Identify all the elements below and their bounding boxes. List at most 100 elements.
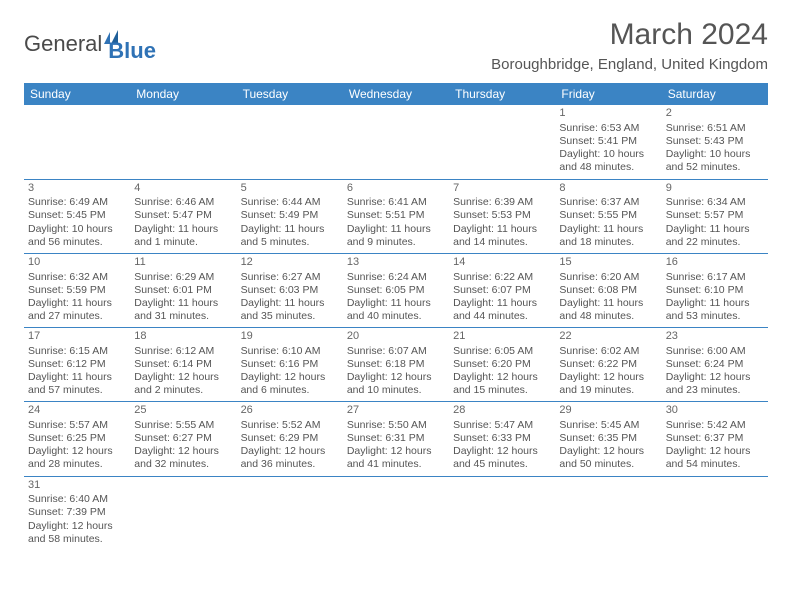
- sunset-text: Sunset: 6:05 PM: [347, 284, 445, 297]
- sunset-text: Sunset: 6:22 PM: [559, 358, 657, 371]
- sunrise-text: Sunrise: 6:39 AM: [453, 196, 551, 209]
- daylight1-text: Daylight: 12 hours: [347, 445, 445, 458]
- sunrise-text: Sunrise: 6:10 AM: [241, 345, 339, 358]
- calendar-cell: 2Sunrise: 6:51 AMSunset: 5:43 PMDaylight…: [662, 105, 768, 179]
- sunrise-text: Sunrise: 6:44 AM: [241, 196, 339, 209]
- daylight2-text: and 58 minutes.: [28, 533, 126, 546]
- sunset-text: Sunset: 6:18 PM: [347, 358, 445, 371]
- calendar-cell: 4Sunrise: 6:46 AMSunset: 5:47 PMDaylight…: [130, 179, 236, 253]
- daylight2-text: and 9 minutes.: [347, 236, 445, 249]
- calendar-cell: 3Sunrise: 6:49 AMSunset: 5:45 PMDaylight…: [24, 179, 130, 253]
- weekday-row: Sunday Monday Tuesday Wednesday Thursday…: [24, 83, 768, 105]
- daylight2-text: and 48 minutes.: [559, 310, 657, 323]
- calendar-cell: 9Sunrise: 6:34 AMSunset: 5:57 PMDaylight…: [662, 179, 768, 253]
- sunset-text: Sunset: 6:03 PM: [241, 284, 339, 297]
- daylight2-text: and 22 minutes.: [666, 236, 764, 249]
- weekday-header: Monday: [130, 83, 236, 105]
- calendar-cell: [555, 476, 661, 550]
- calendar-cell: 8Sunrise: 6:37 AMSunset: 5:55 PMDaylight…: [555, 179, 661, 253]
- daylight1-text: Daylight: 12 hours: [28, 445, 126, 458]
- calendar-cell: 28Sunrise: 5:47 AMSunset: 6:33 PMDayligh…: [449, 402, 555, 476]
- calendar-cell: [130, 105, 236, 179]
- daylight1-text: Daylight: 12 hours: [453, 371, 551, 384]
- sunset-text: Sunset: 6:07 PM: [453, 284, 551, 297]
- day-number: 30: [666, 404, 764, 418]
- daylight1-text: Daylight: 12 hours: [134, 445, 232, 458]
- daylight2-text: and 35 minutes.: [241, 310, 339, 323]
- calendar-cell: [662, 476, 768, 550]
- sunset-text: Sunset: 5:55 PM: [559, 209, 657, 222]
- sunrise-text: Sunrise: 6:46 AM: [134, 196, 232, 209]
- calendar-table: Sunday Monday Tuesday Wednesday Thursday…: [24, 83, 768, 550]
- daylight1-text: Daylight: 11 hours: [453, 223, 551, 236]
- sunrise-text: Sunrise: 6:24 AM: [347, 271, 445, 284]
- calendar-cell: [343, 476, 449, 550]
- sunrise-text: Sunrise: 6:34 AM: [666, 196, 764, 209]
- sunset-text: Sunset: 6:16 PM: [241, 358, 339, 371]
- sunrise-text: Sunrise: 6:27 AM: [241, 271, 339, 284]
- daylight2-text: and 6 minutes.: [241, 384, 339, 397]
- daylight2-text: and 44 minutes.: [453, 310, 551, 323]
- calendar-cell: 22Sunrise: 6:02 AMSunset: 6:22 PMDayligh…: [555, 328, 661, 402]
- sunset-text: Sunset: 5:59 PM: [28, 284, 126, 297]
- daylight1-text: Daylight: 11 hours: [347, 223, 445, 236]
- daylight2-text: and 18 minutes.: [559, 236, 657, 249]
- sunset-text: Sunset: 6:31 PM: [347, 432, 445, 445]
- calendar-cell: 31Sunrise: 6:40 AMSunset: 7:39 PMDayligh…: [24, 476, 130, 550]
- logo-text-2: Blue: [108, 38, 156, 64]
- daylight2-text: and 45 minutes.: [453, 458, 551, 471]
- daylight1-text: Daylight: 12 hours: [666, 371, 764, 384]
- sunset-text: Sunset: 6:27 PM: [134, 432, 232, 445]
- calendar-cell: [343, 105, 449, 179]
- daylight2-text: and 10 minutes.: [347, 384, 445, 397]
- daylight2-text: and 28 minutes.: [28, 458, 126, 471]
- day-number: 6: [347, 182, 445, 196]
- day-number: 21: [453, 330, 551, 344]
- calendar-cell: 15Sunrise: 6:20 AMSunset: 6:08 PMDayligh…: [555, 253, 661, 327]
- sunrise-text: Sunrise: 6:17 AM: [666, 271, 764, 284]
- sunset-text: Sunset: 6:01 PM: [134, 284, 232, 297]
- day-number: 4: [134, 182, 232, 196]
- sunrise-text: Sunrise: 5:55 AM: [134, 419, 232, 432]
- sunset-text: Sunset: 6:10 PM: [666, 284, 764, 297]
- day-number: 15: [559, 256, 657, 270]
- header: General Blue March 2024 Boroughbridge, E…: [24, 18, 768, 73]
- daylight1-text: Daylight: 12 hours: [134, 371, 232, 384]
- daylight1-text: Daylight: 10 hours: [559, 148, 657, 161]
- sunrise-text: Sunrise: 6:05 AM: [453, 345, 551, 358]
- day-number: 31: [28, 479, 126, 493]
- calendar-cell: [24, 105, 130, 179]
- daylight1-text: Daylight: 11 hours: [28, 371, 126, 384]
- sunset-text: Sunset: 6:14 PM: [134, 358, 232, 371]
- daylight1-text: Daylight: 11 hours: [559, 297, 657, 310]
- page-title: March 2024: [491, 18, 768, 52]
- daylight1-text: Daylight: 11 hours: [666, 297, 764, 310]
- sunrise-text: Sunrise: 6:22 AM: [453, 271, 551, 284]
- sunset-text: Sunset: 5:57 PM: [666, 209, 764, 222]
- daylight1-text: Daylight: 11 hours: [241, 297, 339, 310]
- sunrise-text: Sunrise: 6:49 AM: [28, 196, 126, 209]
- day-number: 12: [241, 256, 339, 270]
- daylight2-text: and 2 minutes.: [134, 384, 232, 397]
- sunrise-text: Sunrise: 6:29 AM: [134, 271, 232, 284]
- daylight2-text: and 57 minutes.: [28, 384, 126, 397]
- sunset-text: Sunset: 6:35 PM: [559, 432, 657, 445]
- daylight2-text: and 50 minutes.: [559, 458, 657, 471]
- day-number: 22: [559, 330, 657, 344]
- daylight2-text: and 32 minutes.: [134, 458, 232, 471]
- day-number: 8: [559, 182, 657, 196]
- sunrise-text: Sunrise: 6:41 AM: [347, 196, 445, 209]
- daylight2-text: and 23 minutes.: [666, 384, 764, 397]
- logo: General Blue: [24, 24, 156, 64]
- day-number: 18: [134, 330, 232, 344]
- calendar-cell: 21Sunrise: 6:05 AMSunset: 6:20 PMDayligh…: [449, 328, 555, 402]
- day-number: 11: [134, 256, 232, 270]
- daylight1-text: Daylight: 11 hours: [28, 297, 126, 310]
- daylight2-text: and 5 minutes.: [241, 236, 339, 249]
- calendar-cell: 12Sunrise: 6:27 AMSunset: 6:03 PMDayligh…: [237, 253, 343, 327]
- daylight1-text: Daylight: 12 hours: [559, 371, 657, 384]
- calendar-cell: 20Sunrise: 6:07 AMSunset: 6:18 PMDayligh…: [343, 328, 449, 402]
- daylight2-text: and 19 minutes.: [559, 384, 657, 397]
- sunrise-text: Sunrise: 6:37 AM: [559, 196, 657, 209]
- day-number: 9: [666, 182, 764, 196]
